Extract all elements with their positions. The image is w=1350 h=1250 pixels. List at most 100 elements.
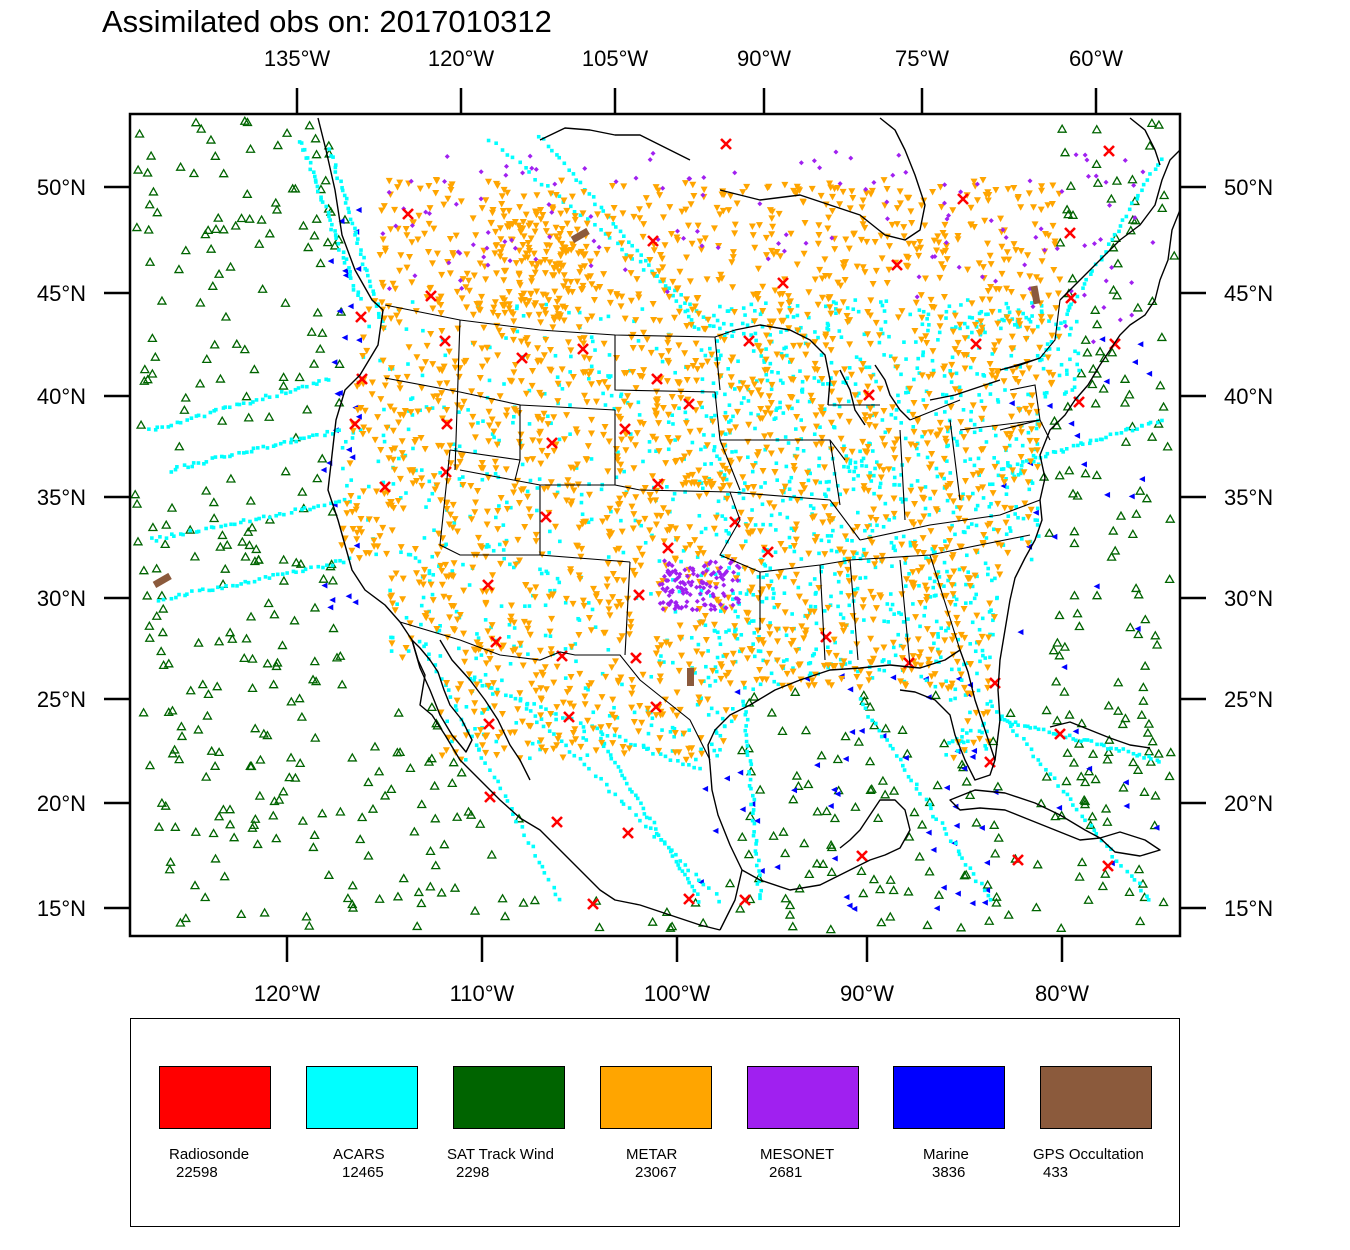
acars-marker (782, 346, 786, 351)
metar-marker (916, 519, 924, 527)
acars-marker (888, 743, 893, 748)
acars-marker (904, 497, 908, 502)
metar-marker (824, 604, 832, 612)
acars-marker (788, 545, 793, 549)
acars-marker (789, 526, 794, 531)
acars-marker (1014, 504, 1019, 509)
metar-marker (437, 293, 445, 301)
acars-marker (863, 706, 868, 711)
acars-marker (722, 334, 727, 339)
acars-marker (723, 517, 728, 521)
metar-marker (696, 545, 704, 553)
sat-track-wind-marker (1052, 637, 1063, 647)
acars-marker (745, 717, 750, 722)
acars-marker (676, 759, 680, 763)
acars-marker (454, 708, 459, 712)
metar-marker (584, 717, 592, 725)
metar-marker (462, 284, 470, 291)
acars-marker (520, 462, 525, 467)
metar-marker (604, 468, 612, 475)
metar-marker (652, 521, 660, 529)
sat-track-wind-marker (1151, 639, 1163, 649)
metar-marker (930, 237, 938, 245)
metar-marker (929, 348, 937, 355)
acars-marker (307, 435, 311, 439)
sat-track-wind-marker (426, 753, 437, 763)
sat-track-wind-marker (289, 615, 300, 625)
acars-marker (952, 582, 957, 587)
metar-marker (832, 501, 840, 509)
acars-marker (902, 768, 907, 772)
acars-marker (695, 702, 700, 707)
acars-marker (736, 572, 741, 576)
acars-marker (634, 793, 638, 798)
acars-marker (273, 443, 278, 447)
sat-track-wind-marker (210, 224, 222, 233)
sat-track-wind-marker (209, 339, 220, 349)
acars-marker (699, 530, 704, 535)
metar-marker (678, 457, 686, 464)
acars-marker (856, 669, 860, 674)
acars-marker (981, 496, 986, 500)
acars-marker (546, 144, 551, 149)
metar-marker (470, 708, 478, 716)
sat-track-wind-marker (1067, 273, 1078, 283)
metar-marker (568, 739, 576, 747)
acars-marker (337, 499, 342, 504)
metar-marker (462, 732, 470, 739)
metar-marker (690, 192, 698, 200)
metar-marker (681, 350, 689, 357)
metar-marker (800, 250, 808, 258)
acars-marker (781, 659, 786, 663)
metar-marker (743, 655, 751, 662)
acars-marker (963, 693, 968, 697)
acars-marker (696, 900, 701, 904)
sat-track-wind-marker (248, 820, 260, 830)
metar-marker (940, 455, 948, 463)
acars-marker (618, 769, 623, 773)
acars-marker (378, 358, 382, 363)
metar-marker (901, 681, 909, 688)
metar-marker (668, 230, 676, 238)
sat-track-wind-marker (179, 404, 190, 414)
sat-track-wind-marker (416, 898, 427, 908)
acars-marker (1085, 738, 1090, 742)
metar-marker (542, 686, 550, 693)
metar-marker (699, 550, 707, 557)
acars-marker (835, 549, 839, 554)
sat-track-wind-marker (249, 556, 261, 566)
metar-marker (720, 483, 728, 490)
metar-marker (1022, 335, 1030, 343)
metar-marker (511, 218, 519, 226)
acars-marker (1099, 255, 1104, 259)
metar-marker (592, 285, 600, 293)
metar-marker (523, 456, 531, 464)
acars-marker (899, 757, 903, 762)
metar-marker (605, 599, 613, 607)
metar-marker (373, 488, 381, 496)
metar-marker (539, 291, 547, 299)
acars-marker (649, 723, 654, 728)
metar-marker (646, 527, 654, 534)
metar-marker (628, 503, 636, 511)
metar-marker (912, 299, 920, 307)
acars-marker (674, 299, 679, 303)
acars-marker (350, 221, 355, 226)
acars-marker (605, 782, 609, 787)
metar-marker (805, 289, 813, 296)
acars-marker (862, 332, 867, 337)
acars-marker (1048, 772, 1053, 776)
acars-marker (822, 609, 827, 613)
metar-marker (796, 661, 804, 668)
metar-marker (896, 188, 904, 195)
metar-marker (632, 494, 640, 501)
sat-track-wind-marker (804, 869, 815, 879)
metar-marker (370, 543, 378, 550)
acars-marker (633, 518, 638, 523)
acars-marker (747, 621, 752, 625)
metar-marker (717, 271, 725, 279)
acars-marker (654, 449, 658, 453)
metar-marker (546, 628, 554, 636)
acars-marker (484, 545, 489, 549)
metar-marker (683, 296, 691, 303)
